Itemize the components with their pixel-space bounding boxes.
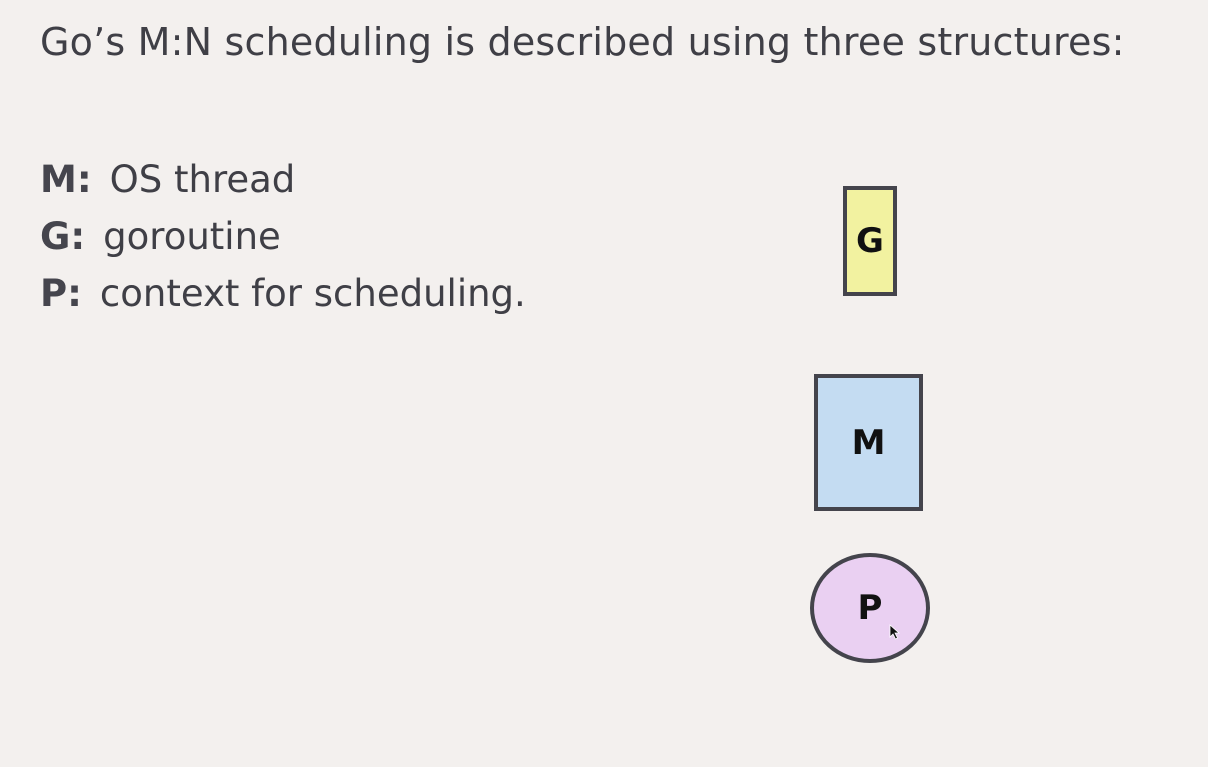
mouse-pointer-icon <box>889 624 901 640</box>
definition-g: G: goroutine <box>40 215 526 272</box>
definition-list: M: OS thread G: goroutine P: context for sc… <box>40 158 526 329</box>
definition-p: P: context for scheduling. <box>40 272 526 329</box>
goroutine-box: G <box>843 186 897 296</box>
goroutine-label: G <box>856 221 884 261</box>
definition-text-p: context for scheduling. <box>99 272 526 315</box>
thread-label: M <box>851 422 886 463</box>
definition-text-m: OS thread <box>109 158 296 201</box>
definition-m: M: OS thread <box>40 158 526 215</box>
definition-key-m: M: <box>40 158 92 201</box>
definition-key-g: G: <box>40 215 86 258</box>
definition-key-p: P: <box>40 272 82 315</box>
processor-circle: P <box>810 553 930 663</box>
processor-label: P <box>857 588 883 628</box>
definition-text-g: goroutine <box>103 215 281 258</box>
thread-box: M <box>814 374 923 511</box>
slide-title: Go’s M:N scheduling is described using t… <box>40 20 1125 64</box>
